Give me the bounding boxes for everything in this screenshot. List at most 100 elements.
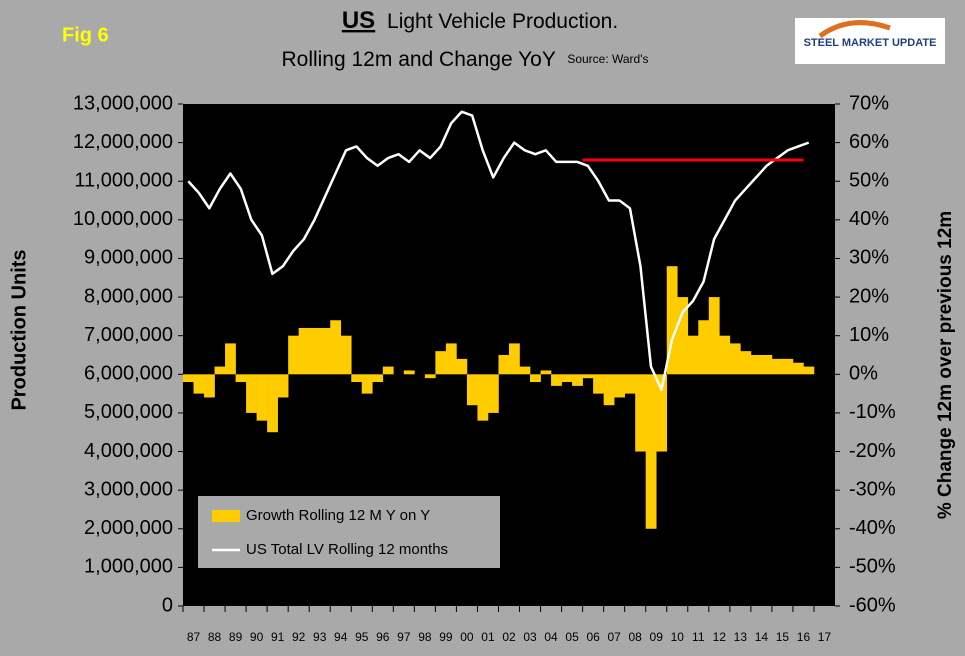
y-tick-label: 0 (162, 594, 173, 616)
bar (288, 335, 299, 375)
x-tick-label: 06 (586, 630, 600, 644)
bar (487, 374, 499, 413)
x-tick-label: 04 (544, 630, 558, 644)
bar (687, 335, 699, 375)
y2-tick-label: -60% (849, 594, 896, 616)
legend-label: US Total LV Rolling 12 months (246, 541, 448, 558)
bar (309, 327, 321, 375)
bar (551, 374, 562, 386)
bar (256, 374, 268, 421)
bar (477, 374, 489, 421)
x-tick-label: 00 (460, 630, 474, 644)
subtitle-text: Rolling 12m and Change YoY (281, 48, 555, 71)
y2-tick-label: -20% (849, 440, 896, 462)
y2-tick-label: -40% (849, 517, 896, 539)
legend-swatch (212, 510, 240, 522)
y-tick-label: 8,000,000 (84, 285, 173, 307)
bar (361, 374, 373, 394)
bar (782, 358, 794, 375)
bar (698, 320, 710, 375)
bar (519, 366, 531, 375)
bar (708, 297, 720, 375)
bar (498, 355, 510, 375)
x-tick-label: 89 (229, 630, 243, 644)
bar (771, 358, 783, 375)
y-tick-label: 5,000,000 (84, 401, 173, 423)
y-tick-label: 12,000,000 (73, 131, 173, 153)
y2-tick-label: 40% (849, 208, 889, 230)
bar (740, 351, 752, 375)
y2-tick-label: 10% (849, 324, 889, 346)
title-us: US (342, 7, 375, 34)
bar (246, 374, 257, 413)
bar (372, 374, 384, 383)
y-axis-label: Production Units (8, 249, 30, 410)
bar (624, 374, 636, 394)
bar (530, 374, 541, 383)
bar (298, 327, 310, 375)
x-tick-label: 93 (313, 630, 327, 644)
x-tick-label: 09 (650, 630, 664, 644)
x-tick-label: 90 (250, 630, 264, 644)
bar (540, 370, 552, 375)
x-tick-label: 08 (629, 630, 643, 644)
legend-box (198, 496, 500, 568)
source-text: Source: Ward's (567, 52, 648, 66)
y-tick-label: 3,000,000 (84, 478, 173, 500)
bar (277, 374, 289, 398)
y2-tick-label: 30% (849, 247, 889, 269)
bar (719, 335, 731, 375)
y-tick-label: 7,000,000 (84, 324, 173, 346)
bar (435, 351, 447, 375)
legend: Growth Rolling 12 M Y on Y US Total LV Ro… (198, 496, 500, 568)
bar (456, 358, 468, 375)
bar (403, 370, 415, 375)
bar (340, 335, 352, 375)
x-tick-label: 10 (671, 630, 685, 644)
x-tick-label: 97 (397, 630, 411, 644)
bar (729, 343, 741, 375)
logo-swoosh (818, 20, 891, 39)
bar (466, 374, 478, 406)
bar (572, 374, 583, 386)
x-tick-label: 88 (208, 630, 222, 644)
bar (424, 374, 436, 379)
y-tick-label: 9,000,000 (84, 247, 173, 269)
x-tick-label: 12 (713, 630, 727, 644)
bar (214, 366, 226, 375)
bar (351, 374, 363, 383)
y2-axis-label: % Change 12m over previous 12m (935, 211, 956, 519)
logo: STEEL MARKET UPDATE (795, 18, 945, 64)
line (187, 110, 810, 392)
logo-text: STEEL MARKET UPDATE (804, 37, 937, 49)
x-tick-label: 16 (797, 630, 811, 644)
bar (561, 374, 573, 383)
x-tick-label: 11 (692, 630, 705, 644)
x-tick-label: 03 (523, 630, 537, 644)
x-tick-label: 92 (292, 630, 306, 644)
y-tick-label: 13,000,000 (73, 92, 173, 114)
x-tick-label: 87 (187, 630, 201, 644)
y-tick-label: 1,000,000 (84, 556, 173, 578)
bar (382, 366, 394, 375)
bar (204, 374, 215, 398)
y2-tick-label: 50% (849, 170, 889, 192)
bar (750, 355, 762, 375)
x-tick-label: 14 (755, 630, 769, 644)
x-tick-label: 15 (776, 630, 790, 644)
chart-subtitle: Rolling 12m and Change YoY Source: Ward'… (281, 48, 648, 71)
bar (803, 366, 815, 375)
bar (445, 343, 457, 375)
bar (792, 362, 804, 375)
y-tick-label: 11,000,000 (74, 170, 173, 192)
x-tick-label: 01 (481, 630, 495, 644)
x-tick-label: 99 (439, 630, 453, 644)
bar (509, 343, 520, 375)
chart-title: US Light Vehicle Production. (342, 7, 618, 34)
y2-tick-label: -10% (849, 401, 896, 423)
bar (593, 374, 604, 394)
bar (645, 374, 657, 529)
x-tick-label: 13 (734, 630, 748, 644)
bar (635, 374, 647, 452)
